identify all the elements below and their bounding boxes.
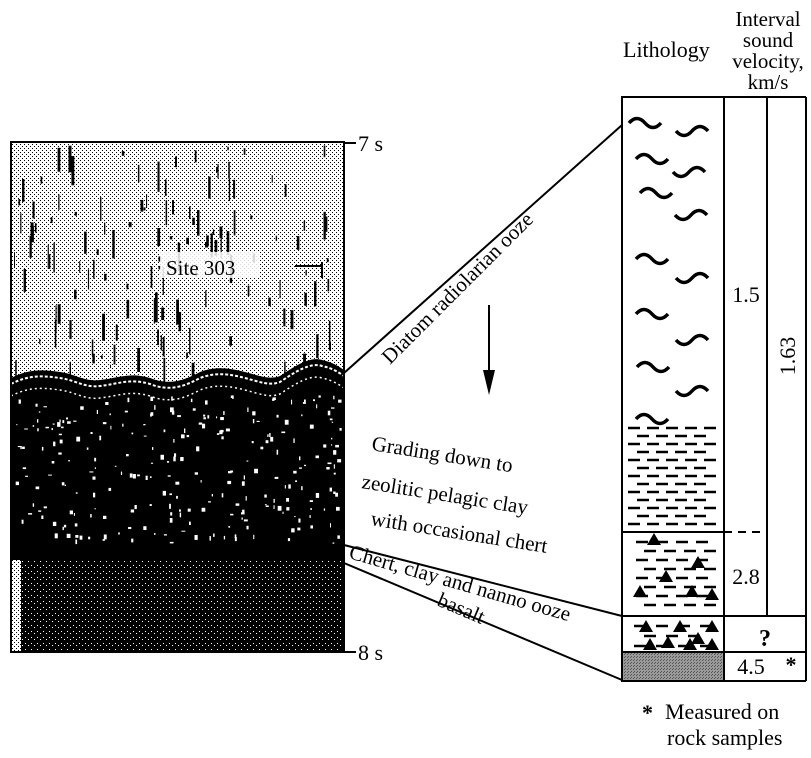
label-ooze: Diatom radiolarian ooze [377, 207, 538, 368]
seismic-profile [11, 142, 344, 652]
connector-chert [343, 544, 623, 617]
profile-frame [10, 141, 345, 653]
radiolarian-ooze-symbols [627, 116, 710, 426]
time-label-bottom: 8 s [358, 640, 383, 665]
footnote-mark: * [642, 700, 653, 725]
time-label-top: 7 s [358, 131, 383, 156]
basalt-layer [622, 652, 724, 681]
velocity-layer4: 4.5 [737, 654, 765, 679]
velocity-layer3: ? [759, 626, 771, 652]
water-column-noise [14, 145, 331, 386]
footnote-line2: rock samples [667, 725, 782, 750]
footnote-line1: Measured on [665, 699, 779, 724]
connector-top [343, 124, 623, 374]
chert-symbols [633, 533, 719, 650]
velocity-layer1: 1.5 [732, 282, 760, 307]
velocity-combined: 1.63 [775, 337, 800, 376]
header-velocity-3: velocity, [732, 49, 804, 73]
header-velocity-1: Interval [735, 7, 800, 31]
header-lithology: Lithology [623, 37, 710, 62]
lithology-column [621, 96, 725, 682]
velocity-columns [724, 96, 807, 682]
velocity-layer2: 2.8 [732, 564, 760, 589]
velocity-layer4-mark: * [786, 652, 797, 677]
header-velocity-4: km/s [748, 70, 789, 94]
connector-basalt [343, 562, 623, 681]
clay-symbols [628, 426, 716, 648]
site-label: Site 303 [166, 256, 235, 280]
header-velocity-2: sound [743, 28, 794, 52]
label-grading-1: Grading down to [370, 431, 514, 477]
down-arrow-head [483, 370, 495, 395]
